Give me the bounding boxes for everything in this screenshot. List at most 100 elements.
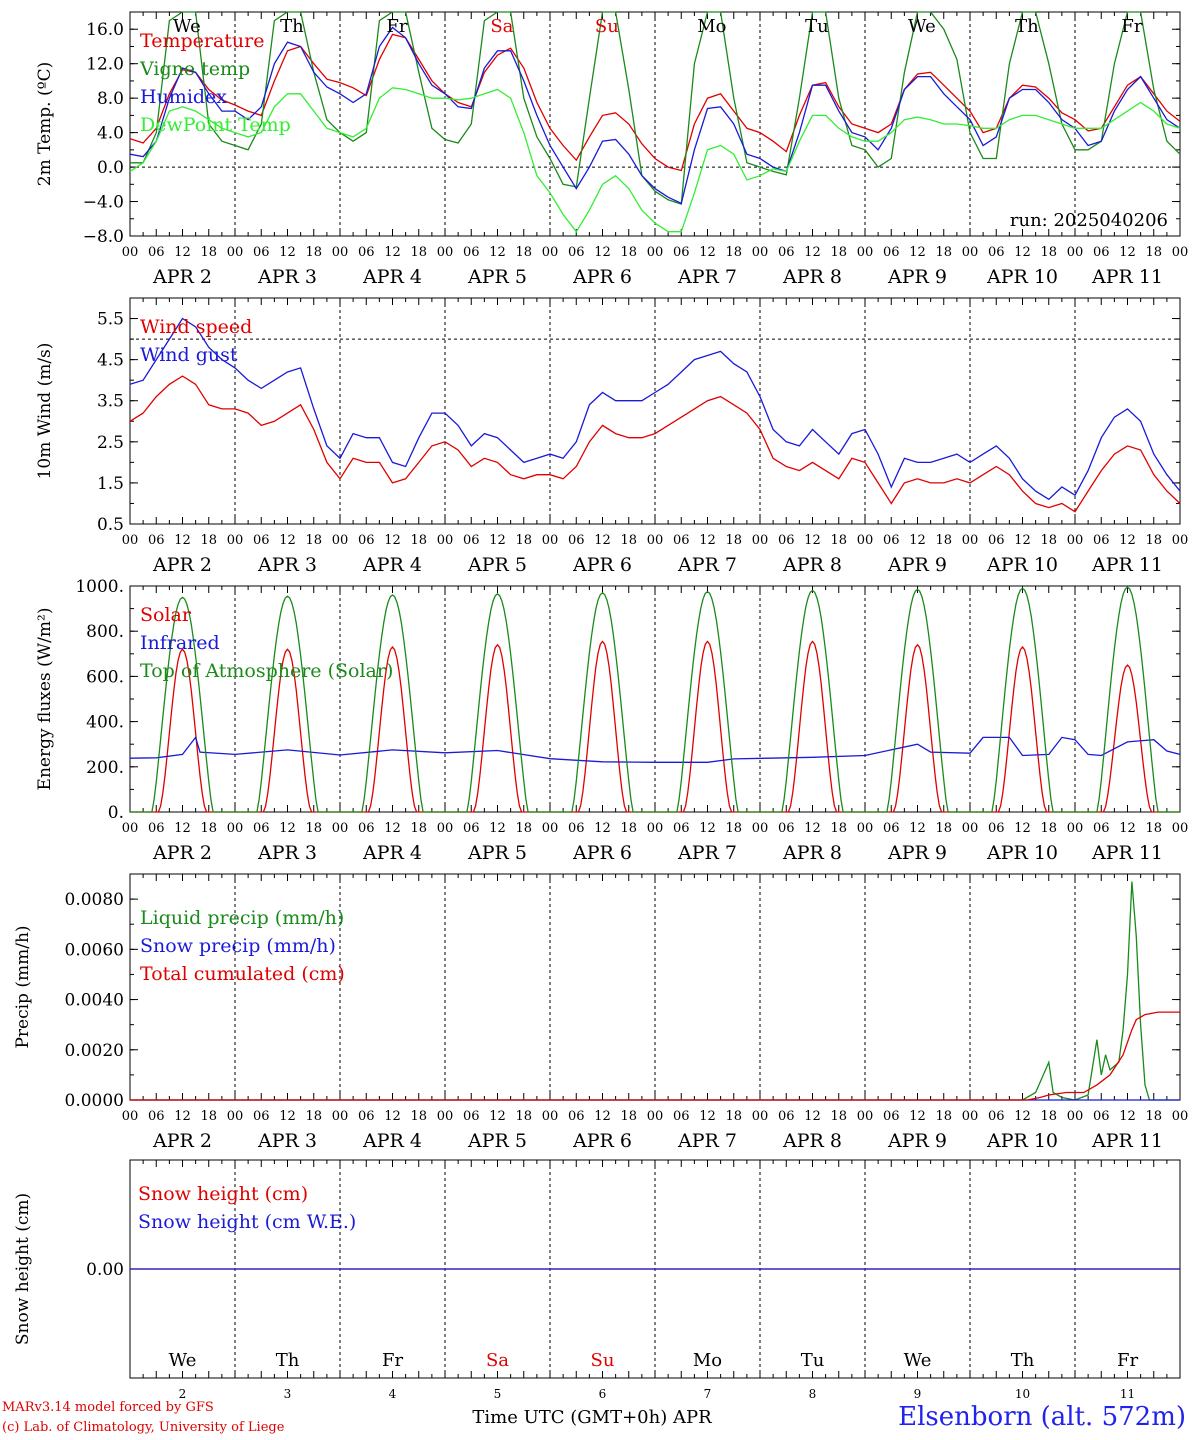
legend-entry: Humidex [140, 86, 227, 108]
hour-tick-label: 00 [962, 1109, 979, 1124]
y-tick-label: 400. [86, 713, 124, 733]
y-tick-label: 3.5 [97, 392, 124, 412]
date-label: APR 6 [572, 554, 632, 576]
series-line-0 [129, 375, 1181, 513]
legend-entry: Infrared [140, 632, 220, 654]
hour-tick-label: 06 [988, 821, 1005, 836]
series-line-0 [129, 33, 1181, 172]
hour-tick-label: 00 [332, 533, 349, 548]
hour-tick-label: 06 [1093, 533, 1110, 548]
hour-tick-label: 18 [515, 533, 532, 548]
date-label: APR 3 [257, 842, 317, 864]
hour-tick-label: 12 [489, 821, 506, 836]
day-number: 6 [599, 1387, 607, 1401]
weekday-label: We [908, 16, 936, 37]
date-label: APR 2 [152, 554, 212, 576]
hour-tick-label: 00 [542, 1109, 559, 1124]
date-label: APR 5 [467, 554, 527, 576]
y-tick-label: 5.5 [97, 310, 124, 330]
date-label: APR 4 [362, 1130, 422, 1152]
date-label: APR 7 [677, 1130, 737, 1152]
series-line-2 [130, 1011, 1180, 1101]
date-label: APR 9 [887, 1130, 947, 1152]
series-line-2 [129, 26, 1181, 205]
hour-tick-label: 12 [279, 245, 296, 260]
weekday-label: Fr [386, 16, 407, 37]
hour-tick-label: 12 [384, 533, 401, 548]
weekday-label: Th [280, 16, 304, 37]
run-label: run: 2025040206 [1010, 210, 1168, 231]
hour-tick-label: 06 [463, 533, 480, 548]
date-label: APR 4 [362, 554, 422, 576]
hour-tick-label: 12 [489, 245, 506, 260]
hour-tick-label: 00 [122, 1109, 139, 1124]
series-line-2 [130, 586, 1180, 813]
hour-tick-label: 18 [620, 821, 637, 836]
hour-tick-label: 18 [200, 1109, 217, 1124]
weekday-label: We [173, 16, 201, 37]
hour-tick-label: 00 [437, 245, 454, 260]
hour-tick-label: 06 [568, 533, 585, 548]
hour-tick-label: 00 [857, 821, 874, 836]
hour-tick-label: 12 [594, 1109, 611, 1124]
hour-tick-label: 12 [699, 1109, 716, 1124]
legend-entry: Snow precip (mm/h) [140, 935, 336, 957]
date-label: APR 8 [782, 842, 842, 864]
y-tick-label: 4.5 [97, 351, 124, 371]
date-label: APR 8 [782, 1130, 842, 1152]
hour-tick-label: 18 [200, 533, 217, 548]
hour-tick-label: 06 [253, 533, 270, 548]
hour-tick-label: 00 [227, 821, 244, 836]
x-axis-label: Time UTC (GMT+0h) APR [472, 1407, 712, 1428]
date-label: APR 8 [782, 554, 842, 576]
y-tick-label: 0.0060 [65, 940, 124, 960]
weekday-label: Fr [1121, 16, 1142, 37]
hour-tick-label: 00 [542, 821, 559, 836]
hour-tick-label: 18 [1040, 245, 1057, 260]
series-line-1 [129, 735, 1181, 763]
hour-tick-label: 06 [778, 821, 795, 836]
date-label: APR 5 [467, 1130, 527, 1152]
hour-tick-label: 12 [804, 821, 821, 836]
hour-tick-label: 18 [410, 821, 427, 836]
hour-tick-label: 00 [542, 533, 559, 548]
hour-tick-label: 18 [1145, 821, 1162, 836]
hour-tick-label: 00 [122, 245, 139, 260]
hour-tick-label: 18 [935, 1109, 952, 1124]
day-number: 4 [389, 1387, 397, 1401]
hour-tick-label: 12 [1014, 245, 1031, 260]
y-tick-label: 12.0 [86, 55, 124, 75]
hour-tick-label: 18 [830, 1109, 847, 1124]
day-number: 2 [179, 1387, 187, 1401]
hour-tick-label: 12 [804, 245, 821, 260]
hour-tick-label: 00 [122, 821, 139, 836]
y-tick-label: −4.0 [83, 193, 124, 213]
hour-tick-label: 00 [542, 245, 559, 260]
day-number: 10 [1015, 1387, 1030, 1401]
hour-tick-label: 12 [909, 533, 926, 548]
legend-entry: Wind speed [140, 316, 252, 338]
weekday-label: We [169, 1350, 197, 1371]
date-label: APR 11 [1091, 266, 1163, 288]
hour-tick-label: 06 [253, 245, 270, 260]
y-tick-label: 0. [108, 803, 124, 823]
date-label: APR 9 [887, 554, 947, 576]
date-label: APR 10 [986, 554, 1058, 576]
hour-tick-label: 00 [647, 1109, 664, 1124]
hour-tick-label: 12 [594, 821, 611, 836]
hour-tick-label: 12 [489, 533, 506, 548]
y-tick-label: 8.0 [97, 89, 124, 109]
hour-tick-label: 12 [699, 533, 716, 548]
y-tick-label: 4.0 [97, 124, 124, 144]
y-axis-label: Energy fluxes (W/m²) [35, 608, 55, 791]
weekday-label: Th [1011, 1350, 1035, 1371]
hour-tick-label: 00 [962, 821, 979, 836]
day-number: 3 [284, 1387, 292, 1401]
hour-tick-label: 06 [883, 1109, 900, 1124]
hour-tick-label: 06 [148, 1109, 165, 1124]
hour-tick-label: 12 [594, 245, 611, 260]
hour-tick-label: 12 [384, 821, 401, 836]
hour-tick-label: 18 [1040, 533, 1057, 548]
y-tick-label: 200. [86, 758, 124, 778]
